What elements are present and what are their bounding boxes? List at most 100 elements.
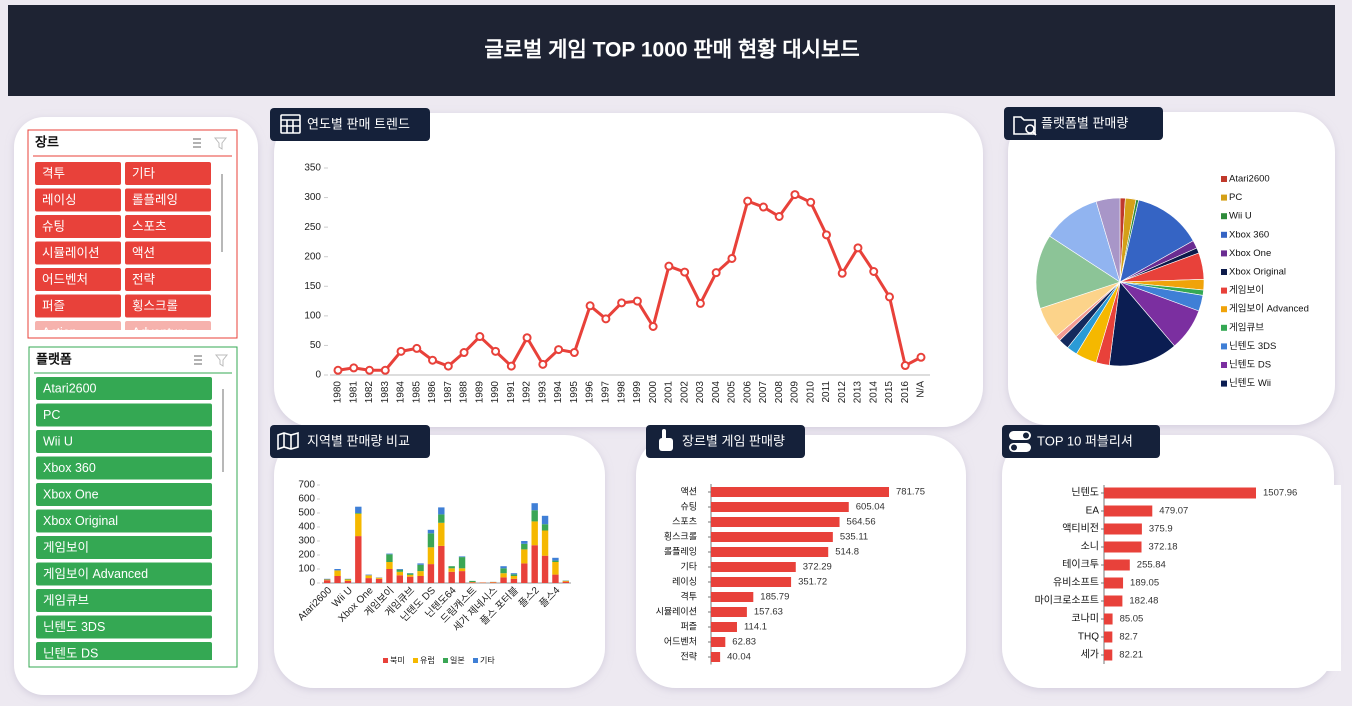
category-label: 퍼즐 (680, 621, 697, 631)
value-label: 189.05 (1130, 578, 1159, 589)
category-label: 시뮬레이션 (656, 606, 697, 616)
y-tick-label: 600 (298, 494, 315, 505)
slicer-item[interactable]: Xbox One (36, 483, 212, 506)
bar (1104, 631, 1113, 643)
slicer-item[interactable]: 게임보이 Advanced (36, 562, 212, 586)
panel-title: 장르별 게임 판매량 (682, 433, 785, 448)
slicer-item[interactable]: 닌텐도 DS (36, 642, 212, 665)
x-tick-label: 2011 (821, 381, 832, 403)
x-tick-label: 2012 (837, 381, 848, 404)
slicer-item[interactable]: 어드벤처 (35, 268, 121, 291)
slicer-button (35, 321, 121, 330)
bar (1104, 649, 1113, 661)
y-tick-label: 200 (298, 550, 315, 561)
bar-segment (406, 574, 414, 577)
pie-slice (1119, 199, 1194, 283)
data-point (380, 365, 390, 375)
data-point (459, 348, 469, 358)
slicer-button (36, 456, 212, 480)
slicer-label: 레이싱 (42, 193, 77, 207)
slicer-item[interactable]: Wii U (36, 430, 212, 453)
bar-segment (458, 571, 466, 583)
slicer-label: 횡스크롤 (132, 299, 178, 313)
category-label: 전략 (680, 650, 697, 661)
value-label: 605.04 (856, 502, 885, 513)
pie-slice (1095, 197, 1121, 283)
bar (1104, 595, 1123, 607)
data-point (837, 268, 847, 278)
slicer-item[interactable]: 시뮬레이션 (35, 241, 121, 265)
slicer-item[interactable]: 닌텐도 3DS (36, 615, 212, 639)
panel-title: 지역별 판매량 비교 (307, 433, 410, 448)
bar (711, 592, 754, 602)
x-tick-label: 1983 (380, 381, 391, 404)
legend-swatch (443, 658, 448, 663)
x-tick-label: 2007 (758, 381, 769, 404)
bar-segment (500, 566, 507, 569)
toggle-icon (1009, 431, 1031, 452)
slicer-item[interactable]: 액션 (125, 241, 211, 265)
legend-label: 닌텐도 3DS (1229, 341, 1276, 352)
y-tick-label: 0 (309, 578, 315, 589)
bar-segment (500, 573, 507, 578)
data-point (632, 296, 642, 306)
slicer-item[interactable]: 퍼즐 (35, 294, 121, 318)
slicer-item[interactable]: 슈팅 (35, 215, 121, 238)
multi-select-button[interactable] (194, 355, 202, 365)
legend-label: Xbox One (1229, 248, 1271, 259)
slicer-button (36, 589, 212, 612)
slicer-item[interactable]: Atari2600 (36, 377, 212, 400)
slicer-item[interactable]: 전략 (125, 268, 211, 291)
bar (1104, 541, 1142, 553)
y-tick-label: 500 (298, 508, 315, 519)
legend-swatch (1221, 343, 1227, 350)
y-tick-label: 250 (304, 222, 321, 233)
legend-swatch (383, 658, 388, 663)
bar (711, 577, 792, 587)
category-label: 세가 (1081, 649, 1099, 661)
data-point (727, 253, 737, 263)
slicer-button (36, 615, 212, 639)
bar-segment (406, 576, 414, 583)
category-label: 격투 (680, 590, 697, 601)
slicer-item[interactable]: 레이싱 (35, 188, 121, 212)
slicer-item[interactable]: 스포츠 (125, 215, 211, 238)
slicer-item[interactable]: 게임큐브 (36, 589, 212, 612)
bar-segment (521, 563, 528, 583)
bar-segment (531, 521, 538, 546)
slicer-item[interactable]: 기타 (125, 162, 211, 185)
clear-filter-button[interactable] (214, 354, 229, 367)
slicer-label: 어드벤처 (42, 272, 88, 286)
slicer-item[interactable]: 게임보이 (36, 536, 212, 559)
bar-segment (417, 563, 424, 565)
multi-select-button[interactable] (193, 138, 201, 148)
bar-segment (510, 578, 518, 583)
value-label: 255.84 (1137, 560, 1166, 571)
slicer-label: Xbox 360 (43, 461, 96, 475)
slicer-item[interactable]: Adventure (125, 321, 211, 344)
slicer-item[interactable]: Action (35, 321, 121, 344)
bar-segment (448, 566, 455, 569)
x-tick-label: 1987 (443, 381, 454, 404)
y-tick-label: 400 (298, 522, 315, 533)
slicer-label: 기타 (132, 166, 156, 180)
legend-swatch (1221, 213, 1227, 220)
slicer-item[interactable]: 횡스크롤 (125, 294, 211, 318)
x-tick-label: 1981 (348, 381, 359, 404)
plot-area (330, 168, 930, 378)
slicer-item[interactable]: Xbox 360 (36, 456, 212, 480)
slicer-label: 전략 (132, 272, 156, 286)
data-point (790, 190, 800, 200)
bar (1104, 559, 1130, 571)
slicer-item[interactable]: Xbox Original (36, 509, 212, 533)
data-point (758, 202, 768, 212)
panel-title: 플랫폼별 판매량 (1041, 115, 1128, 130)
slicer-label: Wii U (43, 434, 73, 448)
bar-segment (500, 568, 507, 574)
y-tick-label: 100 (298, 564, 315, 575)
slicer-item[interactable]: 롤플레잉 (125, 188, 211, 212)
value-label: 182.48 (1129, 596, 1158, 607)
slicer-item[interactable]: 격투 (35, 162, 121, 185)
slicer-item[interactable]: PC (36, 403, 212, 427)
clear-filter-button[interactable] (213, 137, 228, 150)
